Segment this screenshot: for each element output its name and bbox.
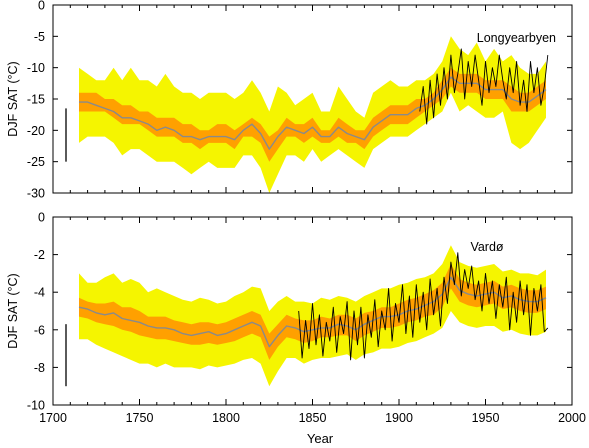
- x-tick-label: 1700: [39, 411, 67, 425]
- envelope-outer-band: [79, 245, 546, 387]
- observed-line: [298, 252, 549, 361]
- x-tick-label: 1950: [472, 411, 500, 425]
- station-label: Vardø: [470, 240, 503, 254]
- y-tick-label: -15: [27, 93, 45, 107]
- reconstruction-line: [78, 276, 547, 348]
- reconstruction-line: [79, 76, 547, 150]
- envelope-outer-band: [79, 36, 546, 193]
- y-tick-label: -30: [27, 187, 45, 201]
- y-axis-title: DJF SAT (°C): [6, 61, 20, 136]
- y-tick-label: -5: [34, 30, 45, 44]
- y-tick-label: -8: [34, 361, 45, 375]
- x-tick-label: 1750: [126, 411, 154, 425]
- y-tick-label: -20: [27, 124, 45, 138]
- y-axis-title: DJF SAT (°C): [6, 273, 20, 348]
- panel-longyearbyen: 0 -5 -10 -15 -20 -25 -30 DJF SAT (°C) Longyearby…: [6, 0, 573, 201]
- y-tick-label: -10: [27, 399, 45, 413]
- y-tick-label: -6: [34, 323, 45, 337]
- observed-line: [419, 48, 549, 125]
- y-tick-label: 0: [38, 0, 45, 13]
- y-tick-label: -10: [27, 61, 45, 75]
- y-tick-label: -25: [27, 155, 45, 169]
- y-tick-label: 0: [38, 211, 45, 225]
- x-tick-label: 2000: [558, 411, 586, 425]
- station-label: Longyearbyen: [477, 31, 556, 45]
- x-tick-label: 1800: [212, 411, 240, 425]
- x-axis-title: Year: [307, 431, 334, 446]
- x-tick-label: 1900: [385, 411, 413, 425]
- y-tick-label: -4: [34, 286, 45, 300]
- envelope-inner-band: [79, 264, 546, 360]
- x-tick-label: 1850: [299, 411, 327, 425]
- y-tick-label: -2: [34, 248, 45, 262]
